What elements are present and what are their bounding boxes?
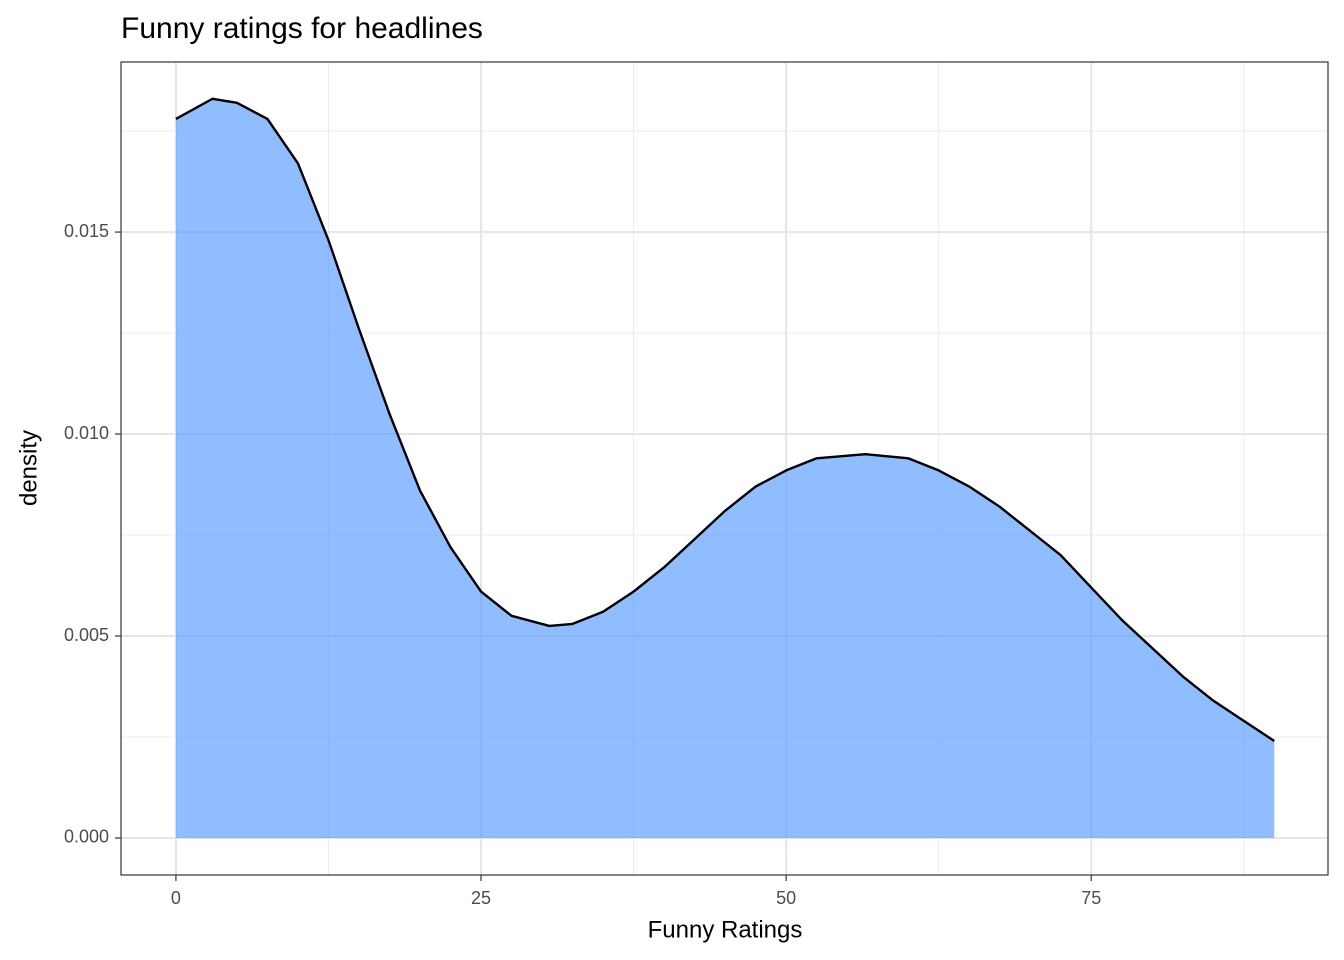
y-tick-label: 0.010 bbox=[64, 423, 109, 443]
y-tick-label: 0.015 bbox=[64, 221, 109, 241]
x-tick-label: 0 bbox=[171, 888, 181, 908]
x-tick-label: 50 bbox=[776, 888, 796, 908]
density-area bbox=[175, 98, 1275, 838]
y-tick-label: 0.000 bbox=[64, 827, 109, 847]
panel-border bbox=[120, 61, 1329, 876]
y-tick-label: 0.005 bbox=[64, 625, 109, 645]
x-tick-label: 75 bbox=[1081, 888, 1101, 908]
y-axis-title: density bbox=[15, 430, 42, 506]
density-line bbox=[175, 97, 1275, 743]
x-tick-label: 25 bbox=[471, 888, 491, 908]
chart-title: Funny ratings for headlines bbox=[121, 12, 483, 45]
x-axis-title: Funny Ratings bbox=[648, 916, 803, 943]
